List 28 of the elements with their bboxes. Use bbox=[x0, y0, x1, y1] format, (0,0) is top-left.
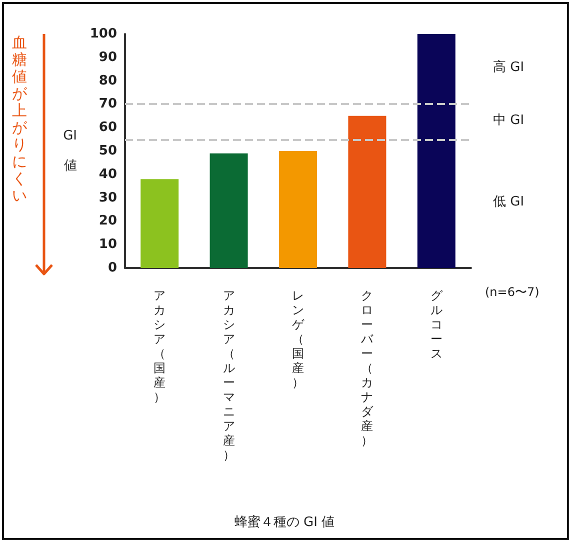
bar bbox=[279, 151, 317, 268]
y-tick-label: 0 bbox=[108, 260, 117, 276]
category-label: アカシア（ルーマニア産） bbox=[222, 288, 235, 462]
y-tick-label: 10 bbox=[98, 237, 117, 252]
text: 高 GI bbox=[493, 59, 524, 76]
text: 中 GI bbox=[493, 112, 524, 128]
text: 蜂蜜４種の GI 値 bbox=[234, 514, 335, 530]
x-tick-label: アカシア（国産） bbox=[154, 288, 166, 404]
text: 血糖値が上がりにくい bbox=[12, 34, 27, 204]
y-tick-label: 20 bbox=[98, 214, 117, 229]
y-tick-label: 60 bbox=[98, 120, 117, 136]
category-label: クローバー（カナダ産） bbox=[361, 288, 374, 448]
y-tick-label: 90 bbox=[98, 50, 117, 65]
x-tick-label: グルコース bbox=[430, 288, 444, 360]
text: 低 GI bbox=[493, 194, 524, 210]
text: (n=6〜7) bbox=[485, 285, 540, 299]
y-tick-label: 30 bbox=[98, 190, 117, 206]
x-tick-label: レンゲ（国産） bbox=[292, 288, 305, 390]
y-tick-label: 40 bbox=[98, 166, 117, 182]
bar bbox=[417, 34, 456, 268]
y-axis-title: GI 値 bbox=[63, 128, 77, 174]
bar bbox=[140, 179, 179, 268]
y-tick-label: 70 bbox=[98, 96, 117, 112]
y-tick-label: 50 bbox=[98, 144, 117, 158]
bar bbox=[210, 153, 248, 268]
bar bbox=[348, 116, 386, 268]
y-tick-label: 80 bbox=[98, 73, 117, 88]
y-tick-label: 100 bbox=[90, 26, 117, 42]
